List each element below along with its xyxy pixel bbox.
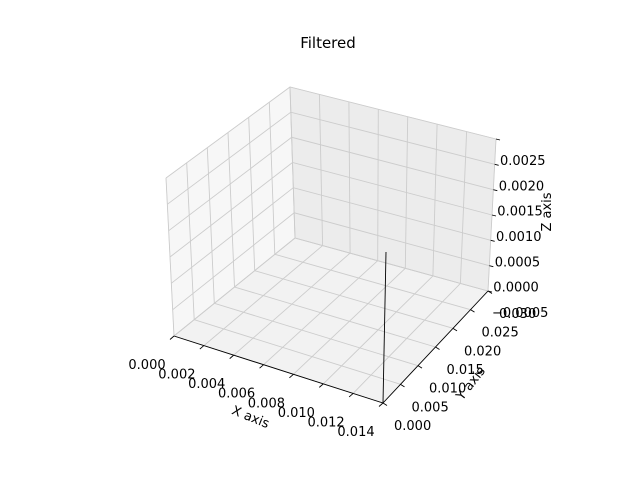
z-gridline <box>167 111 495 205</box>
y-tick-mark <box>382 402 388 406</box>
z-gridline <box>168 136 494 232</box>
z-axis-line <box>382 251 387 404</box>
x-tick-label: 0.010 <box>278 406 315 421</box>
x-tick-label: 0.014 <box>337 425 374 440</box>
z-tick-label: 0.0015 <box>497 205 543 220</box>
chart-title: Filtered <box>300 34 356 52</box>
y-tick-mark <box>400 383 405 388</box>
z-tick-label: 0.0010 <box>496 230 542 245</box>
z-gridline <box>172 212 490 311</box>
x-tick-mark <box>169 335 175 340</box>
z-gridline <box>169 162 493 258</box>
z-tick-mark <box>495 138 501 141</box>
y-tick-mark <box>417 365 423 369</box>
y-tick-label: 0.010 <box>429 382 466 397</box>
y-tick-label: 0.025 <box>482 326 519 341</box>
x-tick-mark <box>318 383 324 388</box>
x-tick-label: 0.000 <box>128 358 165 373</box>
x-tick-mark <box>289 373 294 379</box>
z-gridline <box>173 237 489 337</box>
z-tick-mark <box>494 163 499 166</box>
x-tick-mark <box>229 354 235 359</box>
x-tick-mark <box>259 364 264 369</box>
y-tick-label: 0.030 <box>499 307 536 322</box>
y-tick-label: 0.000 <box>394 419 431 434</box>
y-tick-mark <box>435 346 440 350</box>
z-tick-mark <box>491 214 497 217</box>
z-tick-label: 0.0025 <box>500 154 546 169</box>
x-axis-line <box>173 335 384 404</box>
z-tick-label: 0.0000 <box>493 281 539 296</box>
z-tick-mark <box>493 189 498 192</box>
x-tick-mark <box>199 345 205 350</box>
z-tick-mark <box>490 239 495 242</box>
x-tick-label: 0.012 <box>307 415 344 430</box>
x-tick-mark <box>348 393 354 398</box>
x-tick-label: 0.002 <box>158 368 195 383</box>
x-tick-label: 0.008 <box>248 396 285 411</box>
z-tick-label: 0.0005 <box>495 255 541 270</box>
z-tick-mark <box>487 290 493 293</box>
y-tick-label: 0.020 <box>464 344 501 359</box>
x-tick-label: 0.006 <box>218 387 255 402</box>
z-tick-mark <box>489 265 494 268</box>
z-gridline <box>171 187 491 284</box>
z-tick-label: 0.0020 <box>499 179 545 194</box>
x-tick-mark <box>378 402 384 407</box>
z-tick-label: −0.0005 <box>492 306 548 321</box>
z-axis-label: Z axis <box>540 192 555 231</box>
x-tick-label: 0.004 <box>188 377 225 392</box>
z-gridline <box>165 86 497 179</box>
y-tick-label: 0.005 <box>412 400 449 415</box>
y-tick-mark <box>452 327 458 332</box>
y-tick-mark <box>470 309 475 313</box>
y-tick-label: 0.015 <box>447 363 484 378</box>
